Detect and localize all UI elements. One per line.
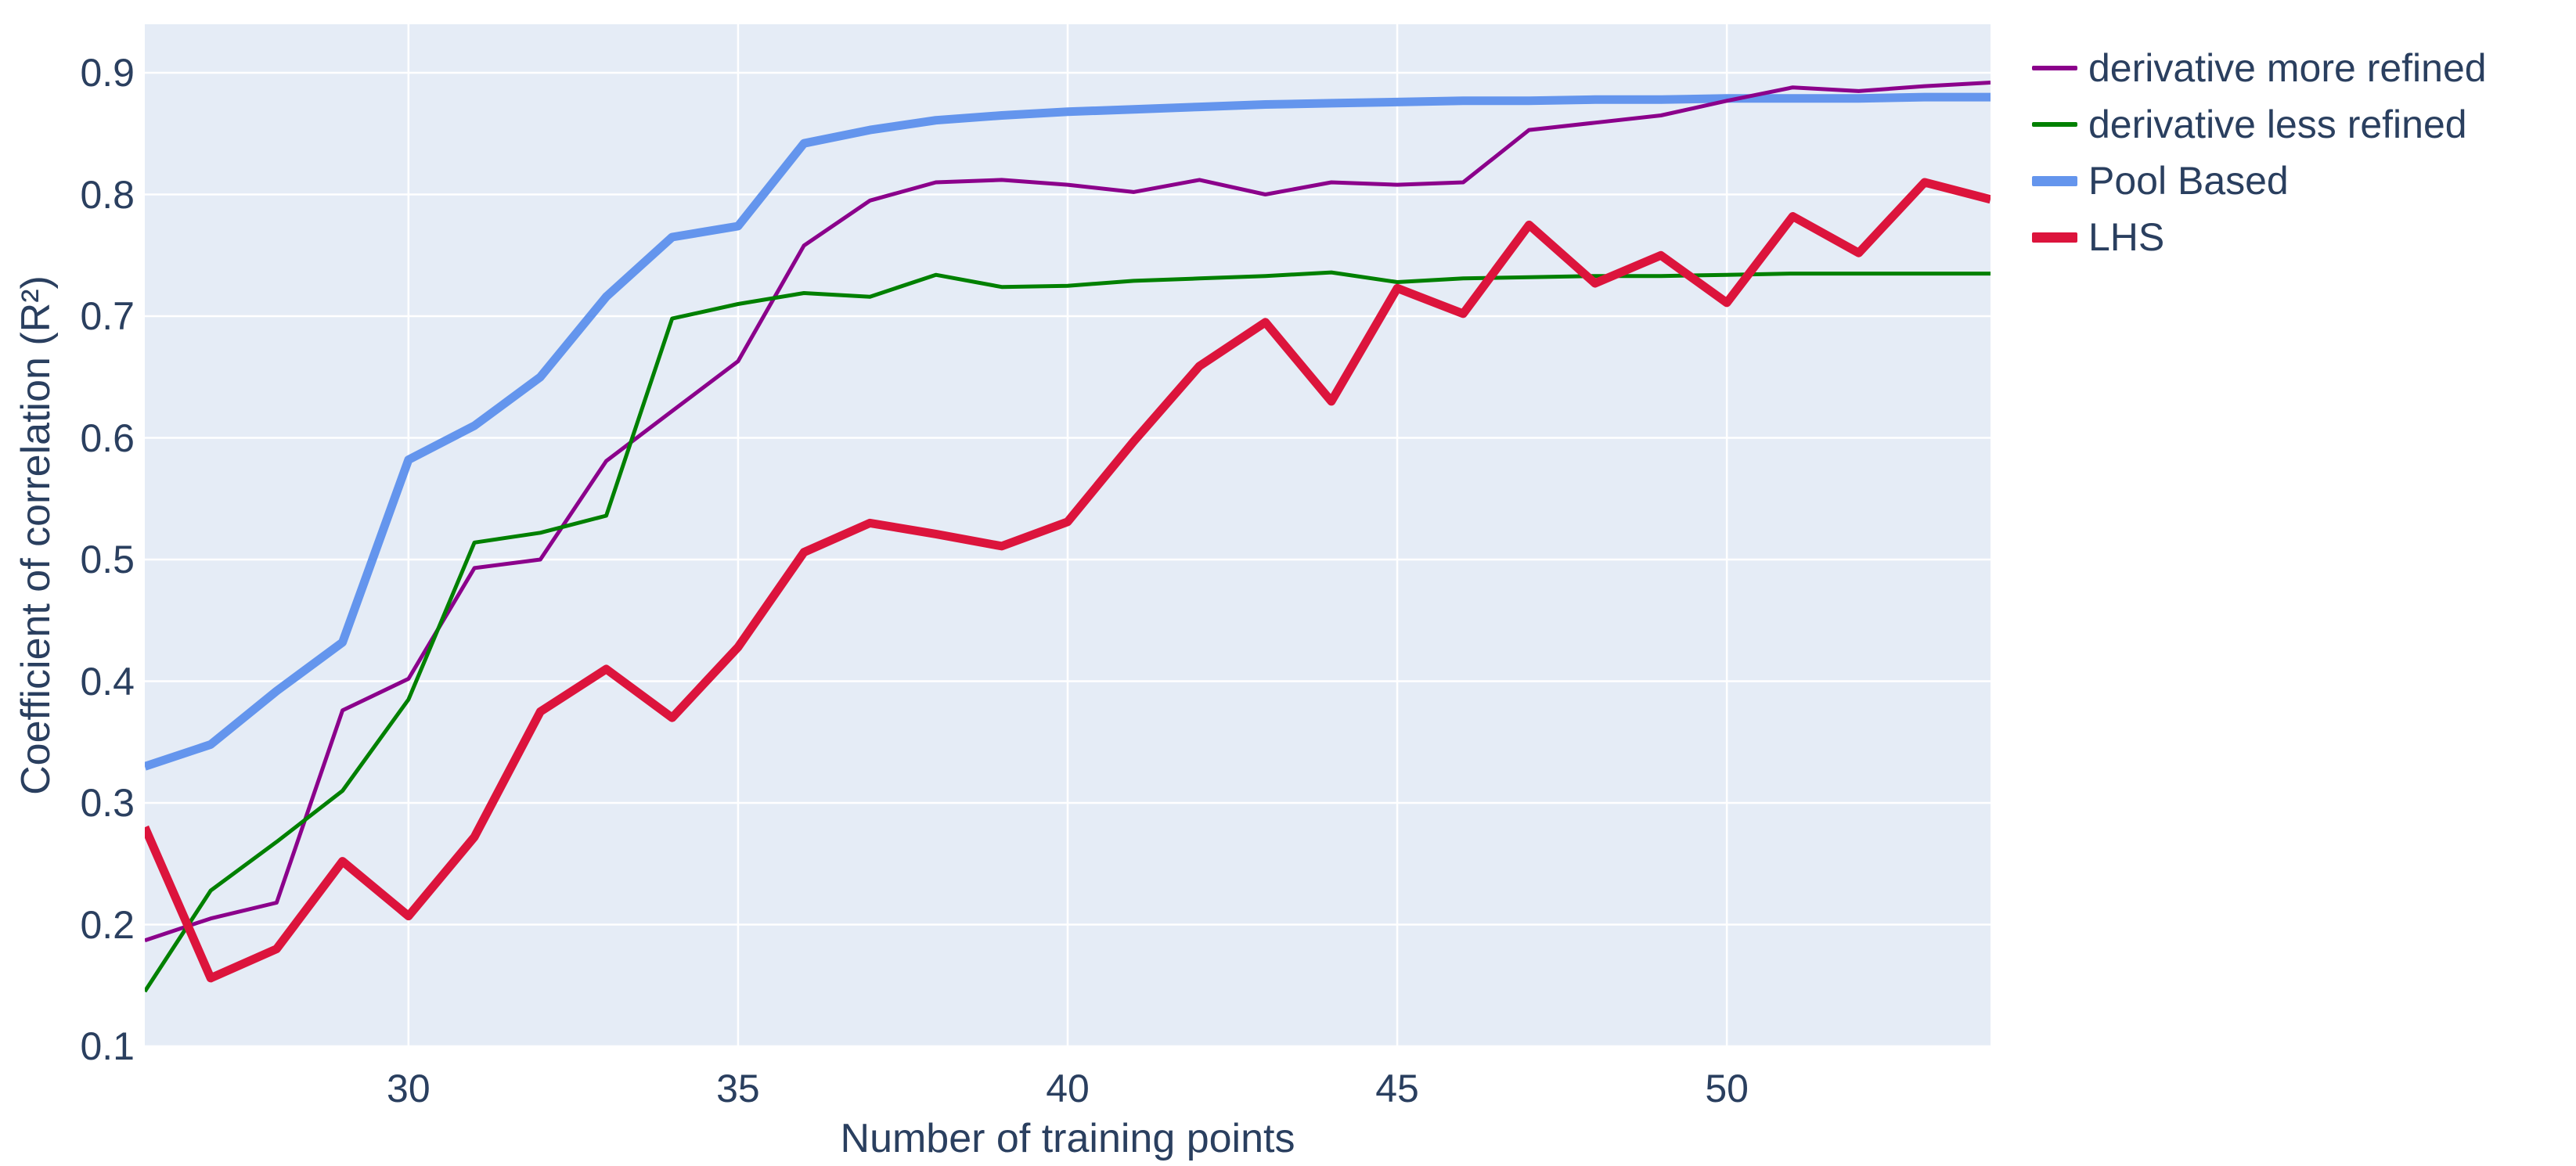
legend-label: LHS bbox=[2088, 215, 2165, 259]
plot-canvas bbox=[145, 24, 1991, 1046]
y-tick-label: 0.4 bbox=[80, 659, 135, 704]
plot-area bbox=[145, 24, 1991, 1046]
y-tick-label: 0.2 bbox=[80, 902, 135, 947]
legend-swatch bbox=[2032, 66, 2077, 70]
legend-swatch bbox=[2032, 175, 2077, 186]
x-tick-label: 30 bbox=[387, 1067, 431, 1110]
y-tick-label: 0.3 bbox=[80, 781, 135, 825]
series-line-pool-based bbox=[145, 92, 1991, 771]
gridlines bbox=[145, 24, 1991, 1046]
legend-item-pool-based[interactable]: Pool Based bbox=[2032, 153, 2487, 209]
y-tick-label: 0.7 bbox=[80, 294, 135, 339]
legend-item-lhs[interactable]: LHS bbox=[2032, 209, 2487, 265]
x-tick-label: 45 bbox=[1375, 1067, 1419, 1110]
legend-swatch bbox=[2032, 122, 2077, 127]
x-tick-label: 40 bbox=[1046, 1067, 1090, 1110]
x-axis-title: Number of training points bbox=[840, 1116, 1295, 1161]
legend-item-derivative-less-refined[interactable]: derivative less refined bbox=[2032, 96, 2487, 153]
y-tick-label: 0.5 bbox=[80, 538, 135, 582]
y-tick-label: 0.1 bbox=[80, 1024, 135, 1068]
series-line-lhs bbox=[145, 178, 1991, 983]
y-tick-label: 0.8 bbox=[80, 172, 135, 217]
legend-label: derivative less refined bbox=[2088, 103, 2467, 146]
legend-label: derivative more refined bbox=[2088, 46, 2487, 90]
y-tick-label: 0.9 bbox=[80, 51, 135, 95]
x-tick-label: 50 bbox=[1705, 1067, 1749, 1110]
legend-item-derivative-more-refined[interactable]: derivative more refined bbox=[2032, 40, 2487, 96]
y-tick-label: 0.6 bbox=[80, 416, 135, 460]
y-axis-title: Coefficient of correlation (R²) bbox=[13, 275, 59, 795]
legend-label: Pool Based bbox=[2088, 159, 2289, 203]
series-line-derivative-more-refined bbox=[145, 81, 1991, 943]
legend-swatch bbox=[2032, 232, 2077, 243]
legend: derivative more refined derivative less r… bbox=[2032, 40, 2487, 265]
series-lines bbox=[145, 81, 1991, 993]
x-tick-label: 35 bbox=[716, 1067, 760, 1110]
